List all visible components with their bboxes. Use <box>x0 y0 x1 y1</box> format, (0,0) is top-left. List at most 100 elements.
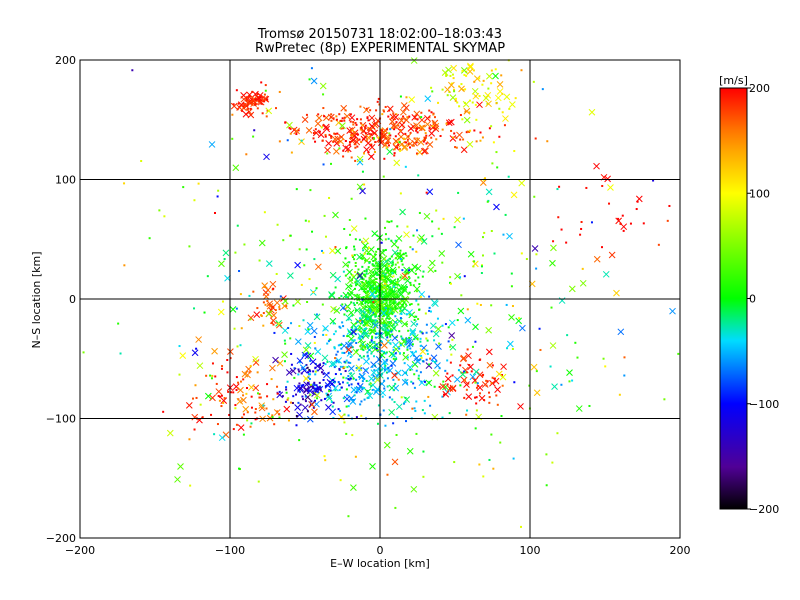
data-point-dot <box>354 159 357 162</box>
data-point-cross <box>301 404 309 412</box>
data-point-dot <box>492 141 495 144</box>
data-point-dot <box>457 369 460 372</box>
data-point-cross <box>423 212 431 220</box>
data-point-cross <box>463 381 470 388</box>
data-point-dot <box>383 368 386 371</box>
data-point-dot <box>338 297 341 300</box>
data-point-cross <box>368 114 376 122</box>
data-point-dot <box>419 371 422 374</box>
data-point-cross <box>457 307 465 315</box>
data-point-cross <box>215 388 223 395</box>
data-point-dot <box>361 265 364 268</box>
data-point-dot <box>406 346 409 349</box>
data-point-dot <box>244 103 247 106</box>
data-point-dot <box>437 101 440 104</box>
data-point-cross <box>620 223 628 231</box>
data-point-cross <box>275 321 283 329</box>
data-point-dot <box>373 369 376 372</box>
data-point-dot <box>348 143 351 146</box>
data-point-dot <box>393 285 396 288</box>
data-point-dot <box>312 370 315 373</box>
data-point-dot <box>436 317 439 320</box>
data-point-dot <box>319 389 322 392</box>
data-point-dot <box>379 304 382 307</box>
data-point-cross <box>617 328 625 336</box>
data-point-dot <box>298 361 301 364</box>
data-point-dot <box>123 182 126 185</box>
data-point-cross <box>418 290 426 298</box>
data-point-dot <box>333 347 336 350</box>
data-point-cross <box>269 364 276 372</box>
data-point-dot <box>372 311 375 314</box>
data-point-dot <box>390 322 393 325</box>
data-point-dot <box>352 123 355 126</box>
data-point-dot <box>414 350 417 353</box>
data-point-dot <box>369 285 372 288</box>
data-point-dot <box>423 137 426 140</box>
data-point-dot <box>216 423 219 426</box>
data-point-cross <box>401 144 408 152</box>
data-point-dot <box>449 387 452 390</box>
data-point-dot <box>475 402 478 405</box>
data-point-dot <box>343 119 346 122</box>
data-point-cross <box>429 322 437 330</box>
data-point-dot <box>381 291 384 294</box>
data-point-dot <box>430 111 433 114</box>
data-point-dot <box>367 151 370 154</box>
data-point-dot <box>373 355 376 358</box>
data-point-dot <box>395 121 398 124</box>
data-point-dot <box>264 84 267 87</box>
data-point-dot <box>456 101 459 104</box>
data-point-dot <box>262 312 265 315</box>
data-point-dot <box>389 280 392 283</box>
data-point-dot <box>315 384 318 387</box>
data-point-dot <box>263 99 266 102</box>
data-point-cross <box>334 275 342 283</box>
data-point-cross <box>369 278 377 286</box>
data-point-dot <box>339 409 342 412</box>
data-point-dot <box>322 372 325 375</box>
data-point-dot <box>367 127 370 130</box>
data-point-dot <box>395 113 398 116</box>
data-point-dot <box>424 132 427 135</box>
data-point-cross <box>353 306 361 314</box>
data-point-dot <box>371 284 374 287</box>
data-point-dot <box>334 357 337 360</box>
data-point-cross <box>350 225 358 232</box>
data-point-dot <box>320 399 323 402</box>
data-point-dot <box>455 146 458 149</box>
data-point-dot <box>475 409 478 412</box>
data-point-dot <box>396 225 399 228</box>
data-point-dot <box>194 384 197 387</box>
data-point-cross <box>615 217 623 225</box>
data-point-dot <box>334 389 337 392</box>
data-point-cross <box>401 272 409 280</box>
data-point-dot <box>356 293 359 296</box>
data-point-dot <box>222 401 225 404</box>
data-point-cross <box>467 250 475 258</box>
data-point-dot <box>459 114 462 117</box>
data-point-dot <box>361 170 364 173</box>
data-point-dot <box>442 217 445 220</box>
data-point-dot <box>353 287 356 290</box>
data-point-dot <box>385 301 388 304</box>
data-point-dot <box>532 80 535 83</box>
data-point-dot <box>473 129 476 132</box>
data-point-dot <box>242 433 245 436</box>
data-point-cross <box>304 352 312 360</box>
data-point-dot <box>372 259 375 262</box>
data-point-dot <box>375 267 378 270</box>
data-point-dot <box>428 109 431 112</box>
data-point-dot <box>393 290 396 293</box>
data-point-dot <box>374 257 377 260</box>
data-point-dot <box>457 191 460 194</box>
data-point-dot <box>421 409 424 412</box>
data-point-cross <box>413 354 421 362</box>
data-point-dot <box>443 393 446 396</box>
data-point-dot <box>392 378 395 381</box>
data-point-dot <box>511 305 514 308</box>
data-point-dot <box>357 133 360 136</box>
data-point-dot <box>272 287 275 290</box>
data-point-dot <box>305 248 308 251</box>
data-point-dot <box>354 309 357 312</box>
